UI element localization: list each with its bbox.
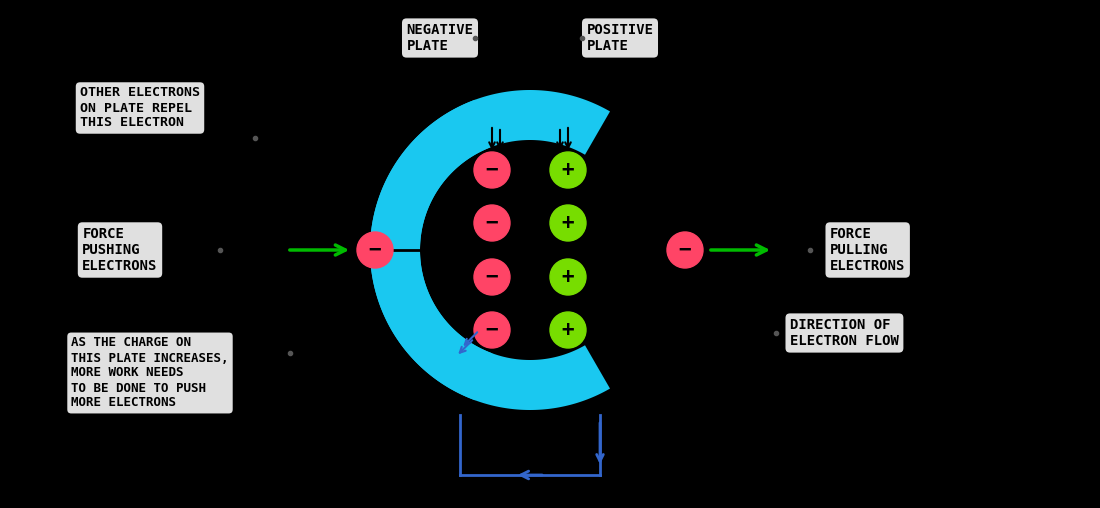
Circle shape: [474, 205, 510, 241]
Text: +: +: [562, 320, 574, 340]
Circle shape: [474, 312, 510, 348]
Polygon shape: [370, 100, 610, 410]
Circle shape: [365, 85, 695, 415]
Text: POSITIVE
PLATE: POSITIVE PLATE: [586, 23, 653, 53]
Text: +: +: [562, 160, 574, 180]
Text: −: −: [486, 267, 498, 287]
Text: AS THE CHARGE ON
THIS PLATE INCREASES,
MORE WORK NEEDS
TO BE DONE TO PUSH
MORE E: AS THE CHARGE ON THIS PLATE INCREASES, M…: [72, 336, 229, 409]
Circle shape: [550, 259, 586, 295]
Circle shape: [424, 143, 637, 357]
Circle shape: [550, 152, 586, 188]
Circle shape: [474, 259, 510, 295]
Text: −: −: [486, 213, 498, 233]
Polygon shape: [370, 90, 610, 400]
Text: NEGATIVE
PLATE: NEGATIVE PLATE: [407, 23, 473, 53]
Text: −: −: [486, 320, 498, 340]
Text: +: +: [562, 213, 574, 233]
Text: OTHER ELECTRONS
ON PLATE REPEL
THIS ELECTRON: OTHER ELECTRONS ON PLATE REPEL THIS ELEC…: [80, 86, 200, 130]
Text: FORCE
PUSHING
ELECTRONS: FORCE PUSHING ELECTRONS: [82, 227, 157, 273]
Circle shape: [667, 232, 703, 268]
Circle shape: [550, 205, 586, 241]
Text: −: −: [679, 240, 691, 260]
Text: +: +: [562, 267, 574, 287]
Circle shape: [550, 312, 586, 348]
Text: −: −: [368, 240, 382, 260]
Circle shape: [474, 152, 510, 188]
Text: DIRECTION OF
ELECTRON FLOW: DIRECTION OF ELECTRON FLOW: [790, 318, 899, 348]
Text: −: −: [486, 160, 498, 180]
Circle shape: [358, 232, 393, 268]
Text: FORCE
PULLING
ELECTRONS: FORCE PULLING ELECTRONS: [830, 227, 905, 273]
